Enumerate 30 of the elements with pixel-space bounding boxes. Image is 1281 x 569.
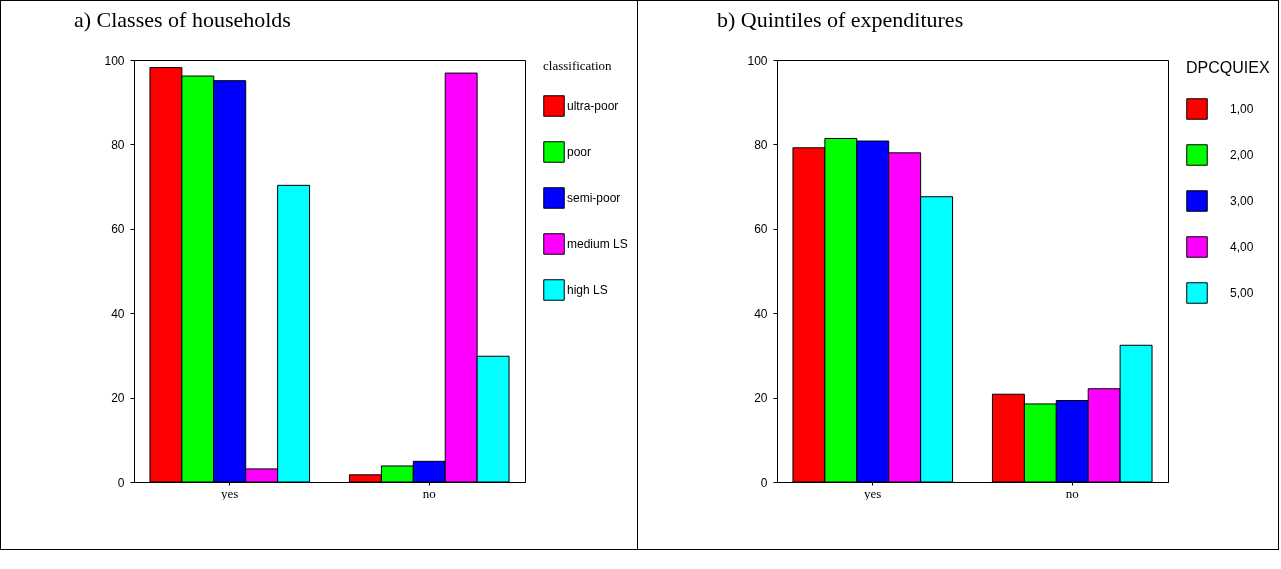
chart-title: a) Classes of households <box>73 7 291 32</box>
legend-label: 4,00 <box>1230 240 1254 254</box>
legend-label: semi-poor <box>567 191 621 205</box>
y-tick-label: 0 <box>117 475 125 490</box>
legend-label: ultra-poor <box>567 99 619 113</box>
legend-label: 3,00 <box>1230 194 1254 208</box>
y-tick-label: 100 <box>104 53 125 68</box>
legend-label: 1,00 <box>1230 102 1254 116</box>
x-tick-label: no <box>1065 485 1079 501</box>
y-tick-label: 60 <box>111 222 125 237</box>
y-tick-label: 80 <box>754 137 768 152</box>
y-tick-label: 20 <box>754 391 768 406</box>
legend-label: 2,00 <box>1230 148 1254 162</box>
legend-label: high LS <box>567 283 608 297</box>
chart-title: b) Quintiles of expenditures <box>716 7 964 32</box>
legend-label: poor <box>567 145 592 159</box>
legend-label: medium LS <box>567 237 628 251</box>
legend-label: 5,00 <box>1230 286 1254 300</box>
y-tick-label: 40 <box>754 306 768 321</box>
y-tick-label: 60 <box>754 222 768 237</box>
x-tick-label: yes <box>221 485 239 501</box>
y-tick-label: 80 <box>111 137 125 152</box>
y-tick-label: 100 <box>747 53 768 68</box>
legend-title: classification <box>543 58 613 73</box>
x-tick-label: yes <box>864 485 882 501</box>
y-tick-label: 20 <box>111 391 125 406</box>
y-tick-label: 0 <box>760 475 768 490</box>
legend-title: DPCQUIEX <box>1186 59 1270 76</box>
y-tick-label: 40 <box>111 306 125 321</box>
x-tick-label: no <box>422 485 436 501</box>
